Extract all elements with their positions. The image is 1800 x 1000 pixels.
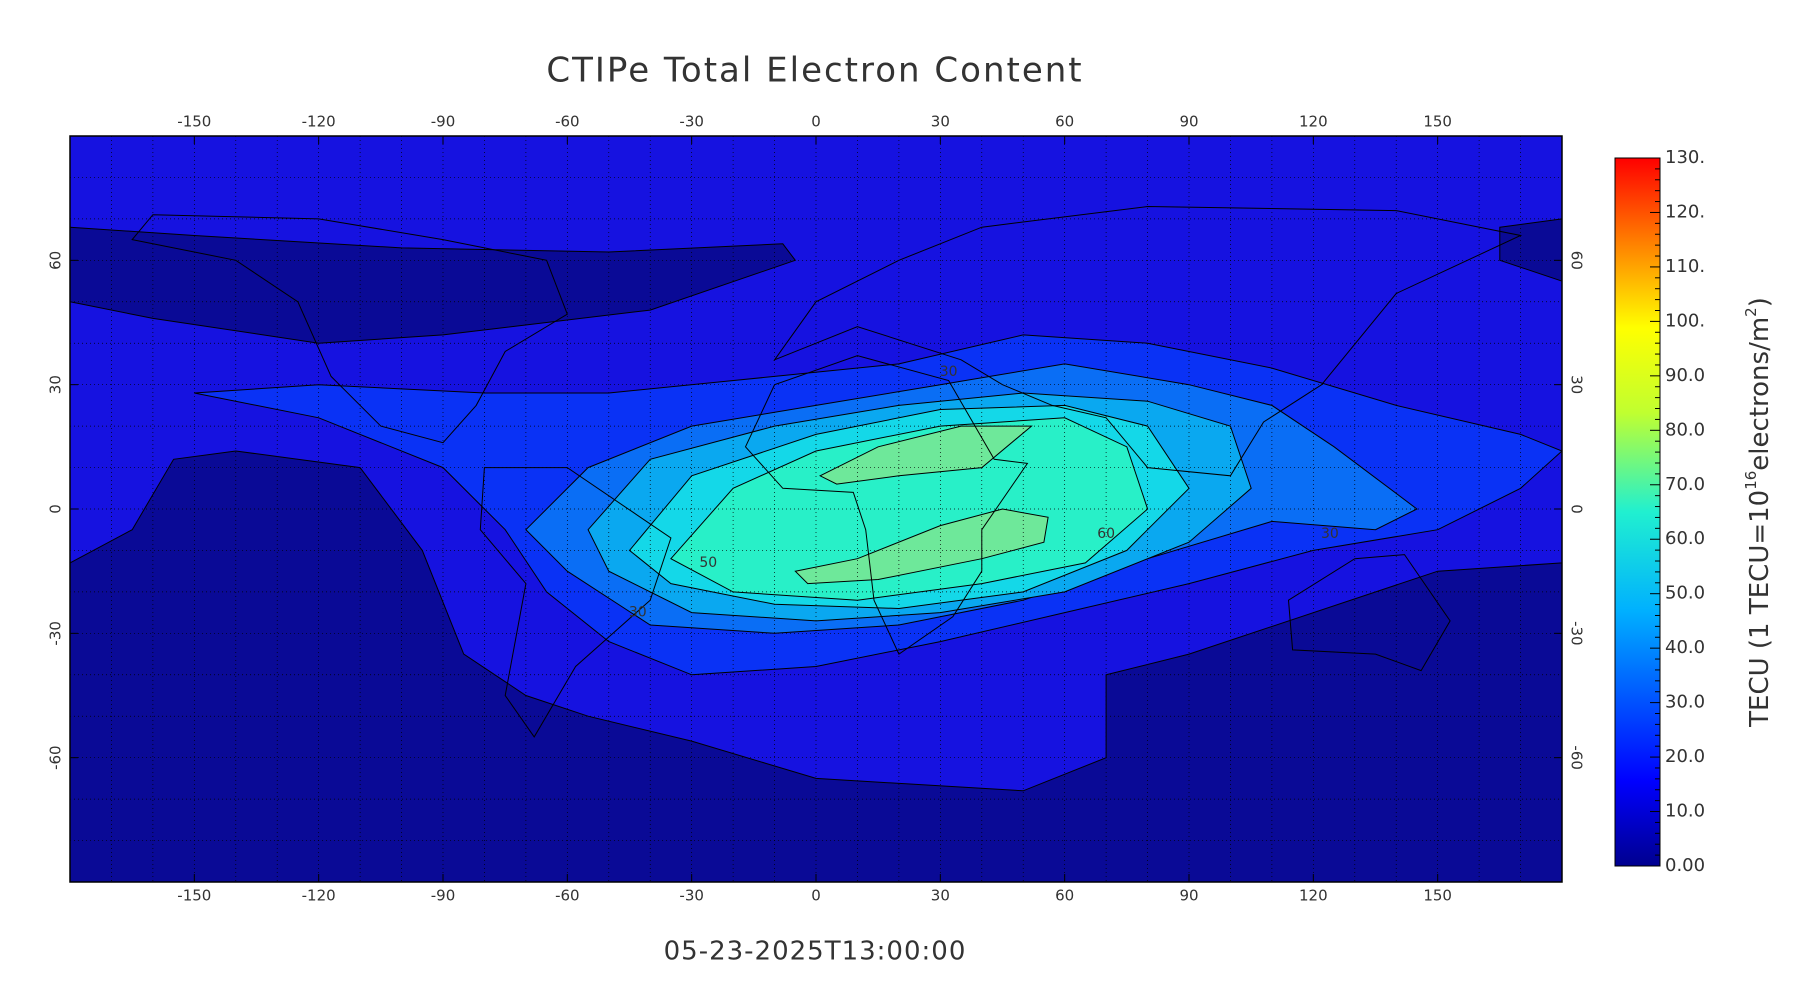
x-tick-label: -60 [555,113,580,131]
x-tick-label: -60 [555,887,580,905]
colorbar-title-part: ) [1745,297,1775,307]
colorbar-title: TECU (1 TECU=1016electrons/m2) [1742,297,1775,728]
colorbar-tick-label: 110. [1665,256,1705,277]
contour-label: 30 [629,605,647,621]
colorbar-tick-label: 20.0 [1665,746,1705,767]
contour-band [70,226,797,344]
y-tick-label: -30 [47,621,65,646]
coastline [1287,554,1451,672]
map-area: 30 50 30 60 30 [70,136,1562,882]
y-tick-label: 60 [47,251,65,270]
contour-label: 60 [1097,526,1115,542]
colorbar-tick-label: 100. [1665,310,1705,331]
colorbar-tick-label: 90.0 [1665,365,1705,386]
x-tick-label: -120 [302,113,336,131]
x-tick-label: -30 [679,887,704,905]
y-tick-label: 0 [1568,504,1586,514]
colorbar-tick-label: 70.0 [1665,474,1705,495]
y-tick-label: -60 [1568,745,1586,770]
coastline [131,214,568,444]
x-tick-label: 30 [931,887,950,905]
colorbar-tick-label: 40.0 [1665,637,1705,658]
coastline [773,205,1523,477]
colorbar-title-part: 16 [1742,471,1760,490]
x-tick-label: 120 [1299,113,1328,131]
x-tick-label: -150 [177,887,211,905]
colorbar-title-part: 2 [1742,307,1760,317]
colorbar-tick-label: 30.0 [1665,692,1705,713]
x-tick-label: -150 [177,113,211,131]
contour-band [818,425,1033,485]
x-tick-label: -90 [431,887,456,905]
colorbar-tick-label: 0.00 [1665,855,1705,876]
contour-label: 30 [1321,526,1339,542]
y-tick-label: 30 [1568,375,1586,394]
contour-band [70,450,1562,882]
contour-label: 30 [940,364,958,380]
contour-band [794,508,1049,585]
colorbar-tick-label: 120. [1665,201,1705,222]
contour-label: 50 [699,555,717,571]
title: CTIPe Total Electron Content [546,51,1083,91]
x-tick-label: 90 [1179,887,1198,905]
x-tick-label: 150 [1423,887,1452,905]
timestamp: 05-23-2025T13:00:00 [664,937,967,967]
y-tick-label: -60 [47,745,65,770]
colorbar-title-part: electrons/m [1745,317,1775,471]
x-tick-label: -120 [302,887,336,905]
x-tick-label: -30 [679,113,704,131]
colorbar-tick-label: 10.0 [1665,801,1705,822]
colorbar-title-part: TECU (1 TECU=10 [1745,490,1775,728]
colorbar-tick-label: 60.0 [1665,528,1705,549]
x-tick-label: 0 [811,113,821,131]
y-tick-label: 60 [1568,251,1586,270]
colorbar-tick-label: 80.0 [1665,419,1705,440]
x-tick-label: 150 [1423,113,1452,131]
x-tick-label: 0 [811,887,821,905]
y-tick-label: -30 [1568,621,1586,646]
x-tick-label: -90 [431,113,456,131]
contour-band [670,417,1149,601]
x-tick-label: 60 [1055,113,1074,131]
x-tick-label: 30 [931,113,950,131]
y-tick-label: 30 [47,375,65,394]
y-tick-label: 0 [47,504,65,514]
x-tick-label: 90 [1179,113,1198,131]
coastline [479,467,672,738]
colorbar-tick-label: 130. [1665,147,1705,168]
colorbar [1614,157,1661,867]
x-tick-label: 60 [1055,887,1074,905]
x-tick-label: 120 [1299,887,1328,905]
colorbar-tick-label: 50.0 [1665,583,1705,604]
